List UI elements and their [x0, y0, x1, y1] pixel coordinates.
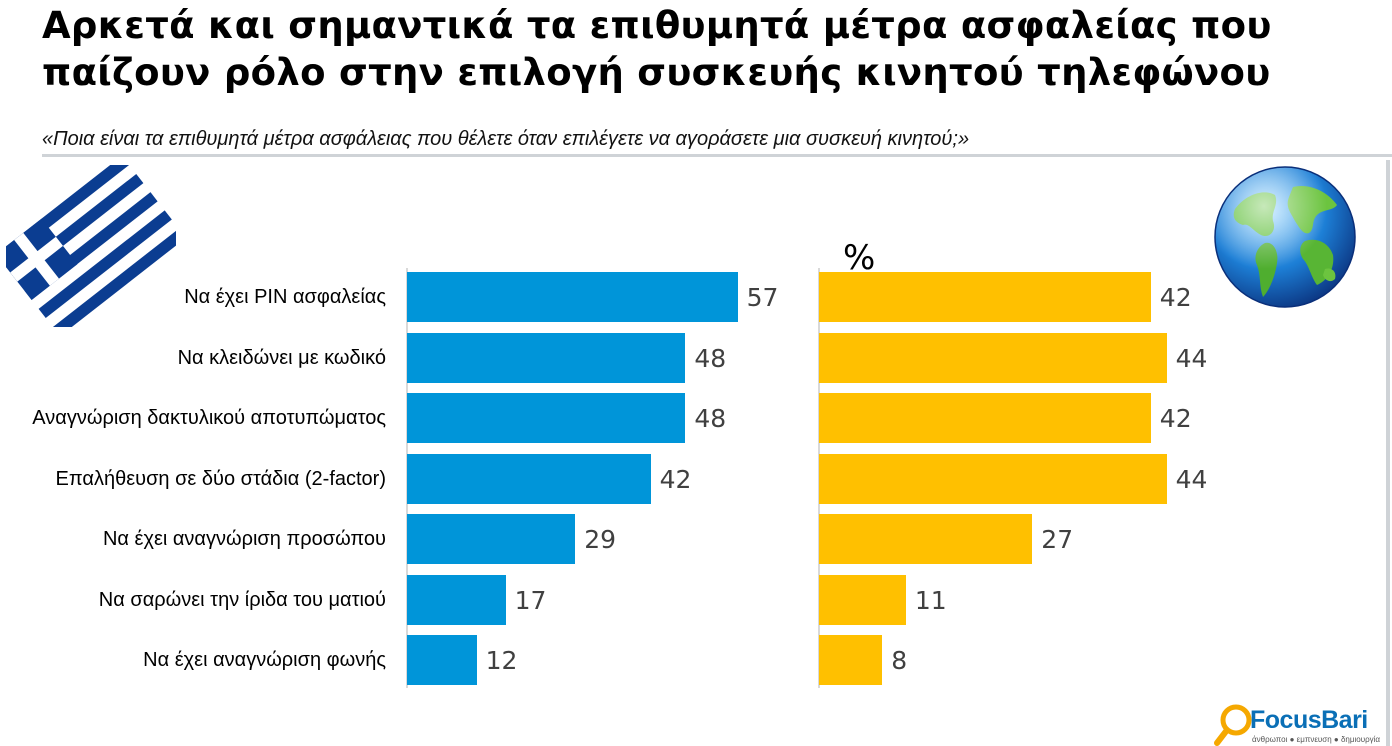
category-label: Αναγνώριση δακτυλικού αποτυπώματος	[32, 407, 386, 429]
bar	[819, 332, 1167, 383]
header-divider	[42, 154, 1392, 157]
category-label: Να κλειδώνει με κωδικό	[177, 346, 386, 369]
brand-logo: FocusBari	[1250, 706, 1368, 734]
bar	[407, 574, 506, 625]
brand-tagline: άνθρωποι ● εμπνευση ● δημιουργία	[1252, 735, 1381, 744]
magnifier-logo-icon	[1214, 704, 1252, 746]
bar	[819, 393, 1151, 443]
globe-icon	[1214, 166, 1356, 308]
bar	[819, 574, 906, 625]
bar	[407, 453, 651, 504]
bar	[819, 514, 1033, 564]
data-label: 8	[891, 646, 908, 675]
bar	[407, 514, 576, 564]
data-label: 27	[1041, 525, 1074, 554]
bar	[407, 393, 686, 443]
category-label: Να έχει αναγνώριση φωνής	[143, 649, 386, 671]
survey-question: «Ποια είναι τα επιθυμητά μέτρα ασφάλειας…	[42, 128, 970, 150]
data-label: 29	[584, 525, 616, 554]
data-label: 48	[694, 343, 727, 373]
bar	[819, 635, 883, 685]
page-title: Αρκετά και σημαντικά τα επιθυμητά μέτρα …	[42, 4, 1272, 94]
data-label: 42	[659, 464, 692, 494]
category-label: Να έχει αναγνώριση προσώπου	[102, 528, 386, 550]
data-label: 44	[1175, 343, 1208, 373]
data-label: 42	[1159, 283, 1192, 312]
category-label: Επαλήθευση σε δύο στάδια (2-factor)	[55, 467, 386, 490]
bar	[819, 272, 1151, 322]
frame-edge	[1386, 160, 1390, 746]
bar	[407, 272, 738, 322]
data-label: 44	[1175, 464, 1208, 494]
data-label: 11	[914, 585, 947, 615]
data-label: 57	[746, 283, 779, 312]
bar	[407, 635, 477, 685]
data-label: 12	[485, 646, 518, 675]
data-label: 17	[514, 585, 547, 615]
bar	[819, 453, 1167, 504]
category-label: Να έχει PIN ασφαλείας	[184, 286, 386, 308]
category-label: Να σαρώνει την ίριδα του ματιού	[98, 588, 386, 611]
bar	[407, 332, 686, 383]
data-label: 48	[694, 404, 727, 433]
greek-flag-icon	[6, 165, 176, 327]
data-label: 42	[1159, 404, 1192, 433]
unit-label: %	[843, 238, 876, 278]
